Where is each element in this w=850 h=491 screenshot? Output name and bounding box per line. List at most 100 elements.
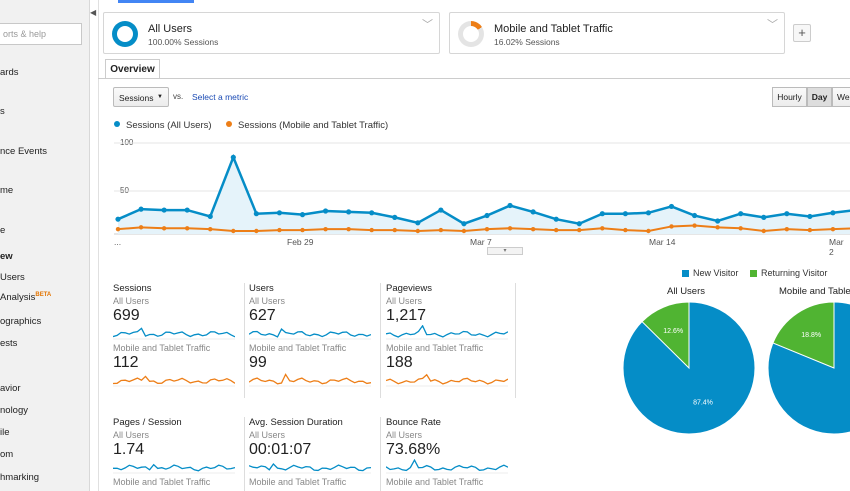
data-point[interactable] [645, 210, 652, 216]
data-point[interactable] [346, 226, 351, 232]
add-segment-button[interactable]: + [793, 24, 811, 42]
data-point[interactable] [761, 214, 767, 220]
data-point[interactable] [807, 213, 813, 220]
scorecard[interactable]: Pageviews All Users 1,217 Mobile and Tablet… [386, 283, 516, 388]
data-point[interactable] [530, 226, 536, 232]
data-point[interactable] [461, 228, 467, 234]
scorecard[interactable]: Sessions All Users 699 Mobile and Tablet Tr… [113, 283, 243, 388]
data-point[interactable] [184, 207, 190, 213]
sidebar-item[interactable]: ew [0, 251, 13, 262]
scorecard[interactable]: Pages / Session All Users 1.74 Mobile and T… [113, 417, 243, 488]
data-point[interactable] [230, 154, 236, 160]
sidebar-item[interactable]: ests [0, 338, 17, 349]
data-point[interactable] [715, 225, 720, 230]
data-point[interactable] [576, 221, 582, 227]
data-point[interactable] [599, 211, 605, 217]
data-point[interactable] [115, 216, 121, 222]
data-point[interactable] [415, 220, 421, 226]
data-point[interactable] [507, 226, 513, 231]
data-point[interactable] [738, 211, 744, 217]
data-point[interactable] [622, 211, 628, 217]
data-point[interactable] [438, 227, 444, 233]
data-point[interactable] [553, 216, 559, 222]
data-point[interactable] [553, 227, 559, 233]
data-point[interactable] [346, 209, 352, 215]
data-point[interactable] [161, 207, 167, 213]
sidebar-item[interactable]: ile [0, 427, 10, 438]
data-point[interactable] [715, 218, 721, 224]
sidebar-item[interactable]: me [0, 185, 13, 196]
chevron-down-icon[interactable]: ﹀ [422, 19, 433, 31]
data-point[interactable] [484, 212, 490, 219]
sidebar-item[interactable]: ographics [0, 316, 41, 327]
sidebar-item[interactable]: avior [0, 383, 21, 394]
data-point[interactable] [299, 212, 306, 218]
data-point[interactable] [392, 214, 398, 220]
data-point[interactable] [300, 227, 305, 233]
select-a-metric-link[interactable]: Select a metric [192, 92, 249, 102]
data-point[interactable] [184, 226, 190, 231]
data-point[interactable] [807, 227, 813, 233]
sidebar-item[interactable]: nology [0, 405, 28, 416]
data-point[interactable] [115, 226, 121, 232]
data-point[interactable] [253, 211, 259, 217]
data-point[interactable] [830, 226, 836, 232]
data-point[interactable] [738, 226, 743, 231]
data-point[interactable] [231, 228, 236, 234]
data-point[interactable] [161, 226, 167, 231]
day-button[interactable]: Day [807, 87, 832, 107]
tab-overview[interactable]: Overview [105, 59, 160, 79]
sidebar-item[interactable]: AnalysisBETA [0, 292, 51, 303]
hourly-button[interactable]: Hourly [772, 87, 807, 107]
data-point[interactable] [668, 203, 675, 210]
data-point[interactable] [415, 228, 421, 234]
scorecard[interactable]: Avg. Session Duration All Users 00:01:07 Mo… [249, 417, 379, 488]
data-point[interactable] [322, 208, 329, 214]
data-point[interactable] [138, 225, 144, 230]
data-point[interactable] [691, 212, 698, 219]
data-point[interactable] [623, 227, 628, 233]
collapse-sidebar-button[interactable]: ◀ [90, 8, 97, 17]
data-point[interactable] [207, 213, 213, 220]
data-point[interactable] [784, 211, 790, 217]
data-point[interactable] [507, 202, 513, 209]
pie-slice-returning[interactable] [772, 301, 835, 369]
data-point[interactable] [530, 209, 536, 215]
data-point[interactable] [369, 210, 375, 216]
data-point[interactable] [646, 228, 651, 234]
data-point[interactable] [138, 206, 144, 212]
week-button[interactable]: Wee [832, 87, 850, 107]
data-point[interactable] [461, 221, 467, 227]
sidebar-item[interactable]: e [0, 225, 5, 236]
data-point[interactable] [761, 228, 766, 234]
data-point[interactable] [323, 226, 328, 232]
data-point[interactable] [784, 226, 790, 232]
segment-card-mobile-tablet[interactable]: Mobile and Tablet Traffic 16.02% Session… [449, 12, 785, 54]
data-point[interactable] [392, 227, 397, 233]
pie-slice-returning[interactable] [641, 301, 690, 370]
data-point[interactable] [276, 210, 283, 216]
data-point[interactable] [669, 224, 674, 229]
sidebar-item[interactable]: ards [0, 67, 18, 78]
data-point[interactable] [208, 226, 213, 232]
data-point[interactable] [830, 210, 836, 216]
sidebar-search-input[interactable]: orts & help [0, 23, 82, 45]
scorecard[interactable]: Bounce Rate All Users 73.68% Mobile and Tab… [386, 417, 516, 488]
sidebar-item[interactable]: om [0, 449, 13, 460]
data-point[interactable] [438, 207, 444, 213]
sidebar-item[interactable]: s [0, 106, 5, 117]
data-point[interactable] [277, 227, 282, 233]
data-point[interactable] [369, 227, 374, 233]
data-point[interactable] [577, 227, 582, 233]
data-point[interactable] [254, 228, 259, 234]
data-point[interactable] [484, 226, 490, 232]
chevron-down-icon[interactable]: ﹀ [767, 19, 778, 31]
sidebar-item[interactable]: nce Events [0, 146, 47, 157]
sidebar-item[interactable]: hmarking [0, 472, 39, 483]
metric-select[interactable]: Sessions ▼ [113, 87, 169, 107]
chart-resize-handle[interactable]: ▾ [487, 247, 523, 255]
segment-card-all-users[interactable]: All Users 100.00% Sessions ﹀ [103, 12, 440, 54]
sidebar-item[interactable]: Users [0, 272, 25, 283]
scorecard[interactable]: Users All Users 627 Mobile and Tablet Traff… [249, 283, 379, 388]
data-point[interactable] [600, 226, 605, 231]
